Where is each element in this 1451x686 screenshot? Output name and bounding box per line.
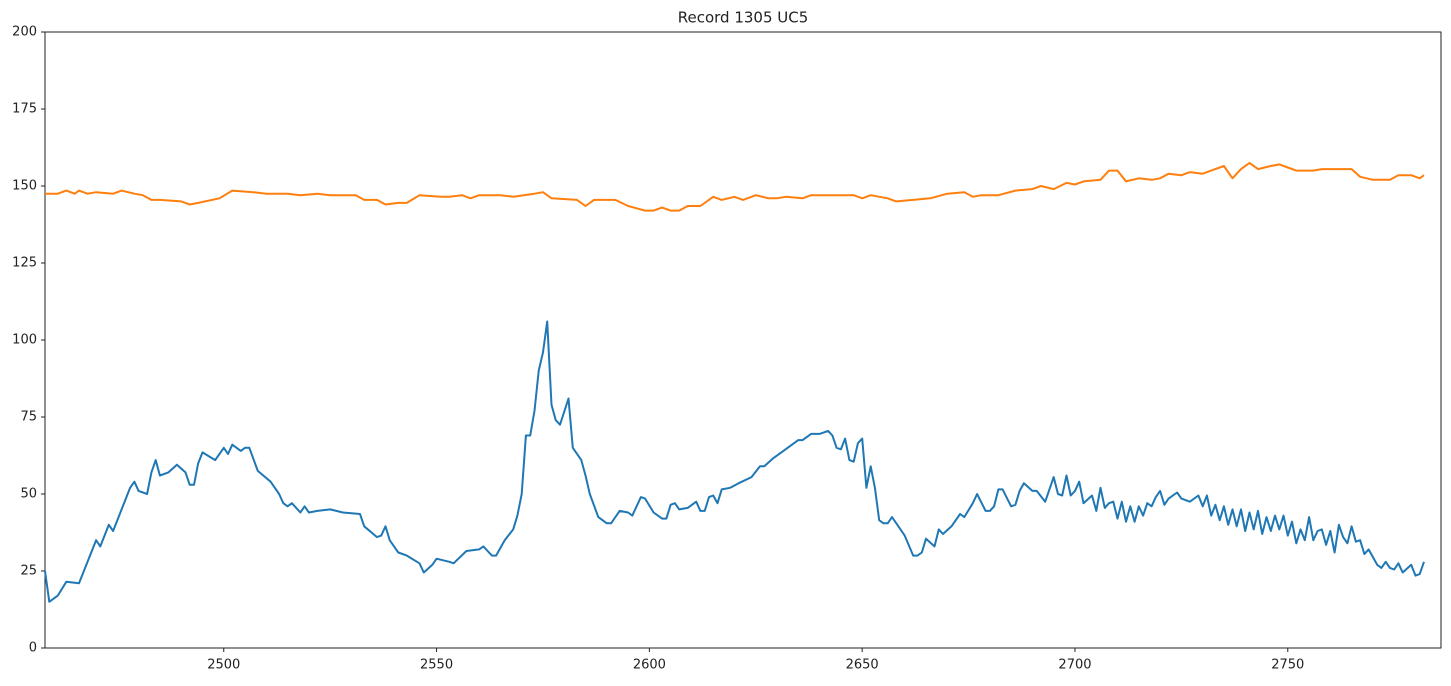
x-tick-label: 2650 (846, 658, 879, 673)
series-line (45, 161, 1425, 212)
x-tick-label: 2700 (1058, 658, 1091, 673)
plot-frame (44, 31, 1442, 649)
chart-title: Record 1305 UC5 (678, 9, 809, 27)
y-tick-label: 0 (29, 641, 37, 656)
y-tick-label: 75 (20, 410, 37, 425)
y-tick-label: 100 (12, 333, 37, 348)
y-tick-label: 25 (20, 564, 37, 579)
y-tick-label: 50 (20, 487, 37, 502)
y-tick-label: 150 (12, 179, 37, 194)
x-tick-label: 2500 (207, 658, 240, 673)
y-tick-label: 125 (12, 256, 37, 271)
y-tick-label: 175 (12, 102, 37, 117)
x-tick-label: 2550 (420, 658, 453, 673)
x-tick-label: 2600 (633, 658, 666, 673)
y-tick-label: 200 (12, 25, 37, 40)
x-tick-label: 2750 (1271, 658, 1304, 673)
series-line (44, 320, 1425, 603)
